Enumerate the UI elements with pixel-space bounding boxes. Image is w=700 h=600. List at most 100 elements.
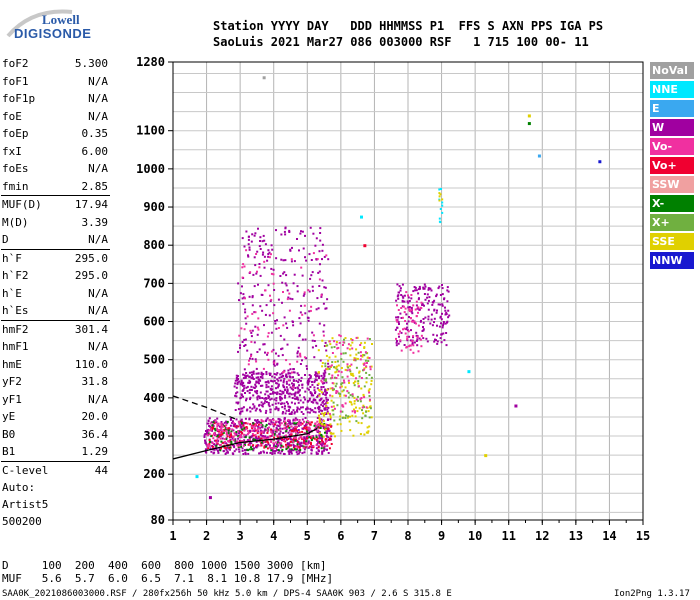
echo-point [270,350,273,353]
echo-point [288,433,291,436]
echo-point [231,420,234,423]
echo-point [219,425,221,428]
echo-point [318,250,321,253]
param-row: h`F2 295.0 [1,267,110,285]
echo-point [438,192,441,195]
echo-point [302,413,305,415]
echo-point [527,122,531,126]
echo-point [366,337,369,340]
echo-point [253,341,256,344]
echo-point [269,408,272,411]
echo-point [305,440,308,443]
echo-point [275,229,277,232]
echo-point [255,380,258,383]
echo-point [256,432,259,435]
echo-point [298,378,301,381]
echo-point [299,399,302,402]
echo-point [266,259,269,262]
echo-point [438,199,441,202]
echo-point [336,404,339,407]
param-name: M(D) [2,215,29,229]
echo-point [297,431,299,434]
echo-point [330,432,333,435]
echo-point [283,230,286,233]
echo-point [320,388,323,391]
echo-point [304,374,306,376]
y-tick-label: 600 [143,315,165,329]
echo-point [305,357,308,360]
echo-point [248,418,251,421]
echo-point [206,445,209,448]
echo-point [288,420,291,423]
echo-point [219,432,222,434]
echo-point [288,448,291,451]
echo-point [367,430,370,433]
param-name: yF2 [2,375,22,388]
echo-point [320,379,323,382]
echo-point [324,438,327,441]
param-row: M(D) 3.39 [1,214,110,232]
echo-point [303,442,306,445]
echo-point [431,324,434,327]
param-row: foF1p N/A [1,90,110,108]
echo-point [348,368,351,371]
echo-point [407,294,409,297]
echo-point [244,428,247,431]
echo-point [290,440,292,443]
echo-point [290,452,293,455]
echo-point [306,422,309,425]
echo-point [255,437,258,440]
echo-point [266,417,269,420]
echo-point [280,444,283,447]
echo-point [415,289,418,292]
echo-point [341,416,344,419]
echo-point [363,406,365,409]
echo-point [362,412,365,415]
echo-point [325,349,328,352]
echo-point [406,322,408,325]
param-row: h`Es N/A [1,302,110,320]
echo-point [416,336,419,339]
echo-point [259,384,262,387]
echo-point [260,373,263,376]
echo-point [298,450,301,453]
echo-point [235,418,238,421]
profile-trace-dashed [172,395,236,420]
echo-point [218,447,221,450]
echo-point [424,285,427,288]
echo-point [278,392,281,395]
echo-point [210,450,213,453]
echo-point [263,260,266,263]
echo-point [320,294,323,297]
echo-point [232,435,235,438]
echo-point [297,346,300,349]
echo-point [321,437,324,440]
echo-point [325,430,328,433]
echo-point [305,365,308,368]
header-values: SaoLuis 2021 Mar27 086 003000 RSF 1 715 … [213,35,589,49]
echo-point [317,271,320,274]
echo-point [325,405,328,408]
x-tick-label: 9 [438,529,445,543]
echo-point [346,375,349,378]
echo-point [248,442,251,445]
echo-point [305,437,308,440]
echo-point [247,432,250,434]
echo-point [347,396,350,399]
echo-point [237,430,240,433]
param-name: foF1 [2,74,29,88]
echo-point [351,410,354,413]
echo-point [294,436,297,439]
echo-point [439,303,442,306]
echo-point [249,398,251,401]
echo-point [356,336,359,339]
echo-point [447,316,450,319]
echo-point [260,426,263,429]
echo-point [298,419,301,421]
echo-point [223,446,226,449]
echo-point [298,384,301,387]
param-row: fxI 6.00 [1,143,110,161]
echo-point [349,370,352,373]
echo-point [272,450,275,453]
echo-point [323,424,326,427]
